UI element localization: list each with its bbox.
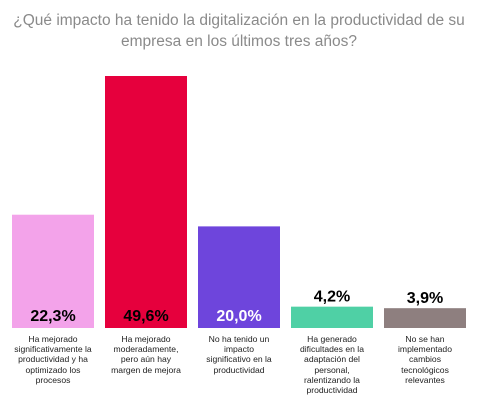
chart-title: ¿Qué impacto ha tenido la digitalización… <box>8 10 470 52</box>
category-label-5-line-1: No se han <box>405 334 445 344</box>
category-label-1-line-2: significativamente la <box>14 344 92 355</box>
bar-4 <box>291 306 373 328</box>
category-label-5: No se han implementado cambios tecnológicos… <box>379 334 471 385</box>
category-label-1-line-1: Ha mejorado <box>28 334 78 344</box>
bar-5 <box>384 308 466 328</box>
category-label-3-line-4: productividad <box>213 364 265 375</box>
category-label-4-line-2: dificultades en la <box>299 344 365 355</box>
category-label-2-line-4: margen de mejora <box>111 364 181 375</box>
category-label-4-line-3: adaptación del <box>304 354 360 365</box>
chart-title-line-2: empresa en los últimos tres años? <box>120 33 358 50</box>
category-label-3-line-2: impacto <box>223 344 255 355</box>
category-label-1: Ha mejorado significativamente la producti… <box>7 334 99 385</box>
category-label-4-line-1: Ha generado <box>307 334 357 344</box>
category-label-2: Ha mejorado moderadamente, pero aún hay mar… <box>100 334 192 375</box>
value-label-3: 20,0% <box>216 308 261 325</box>
value-label-4: 4,2% <box>314 289 350 306</box>
bar-2 <box>105 76 187 328</box>
chart-title-line-1: ¿Qué impacto ha tenido la digitalización… <box>13 12 465 29</box>
category-label-5-line-4: tecnológicos <box>401 364 449 375</box>
category-label-2-line-2: moderadamente, <box>113 344 179 355</box>
value-label-1: 22,3% <box>30 308 75 325</box>
category-label-5-line-5: relevantes <box>405 374 445 385</box>
category-label-4-line-5: ralentizando la <box>304 374 360 385</box>
category-label-4-line-6: productividad <box>306 385 358 396</box>
category-label-3-line-3: significativo en la <box>206 354 272 365</box>
value-label-2: 49,6% <box>123 308 168 325</box>
category-label-3: No ha tenido un impacto significativo en l… <box>193 334 285 375</box>
category-label-2-line-1: Ha mejorado <box>121 334 171 344</box>
category-label-3-line-1: No ha tenido un <box>208 334 270 344</box>
category-label-1-line-3: productividad y ha <box>18 354 88 365</box>
bar-1 <box>12 214 94 328</box>
category-label-1-line-4: optimizado los <box>25 364 81 375</box>
category-label-4-line-4: personal, <box>314 364 350 375</box>
category-label-5-line-3: cambios <box>409 354 441 365</box>
category-label-1-line-5: procesos <box>35 374 71 385</box>
value-label-5: 3,9% <box>407 290 443 307</box>
category-label-2-line-3: pero aún hay <box>120 354 172 365</box>
bar-3 <box>198 226 280 328</box>
category-label-4: Ha generado dificultades en la adaptación … <box>286 334 378 395</box>
category-label-5-line-2: implementado <box>398 344 452 355</box>
